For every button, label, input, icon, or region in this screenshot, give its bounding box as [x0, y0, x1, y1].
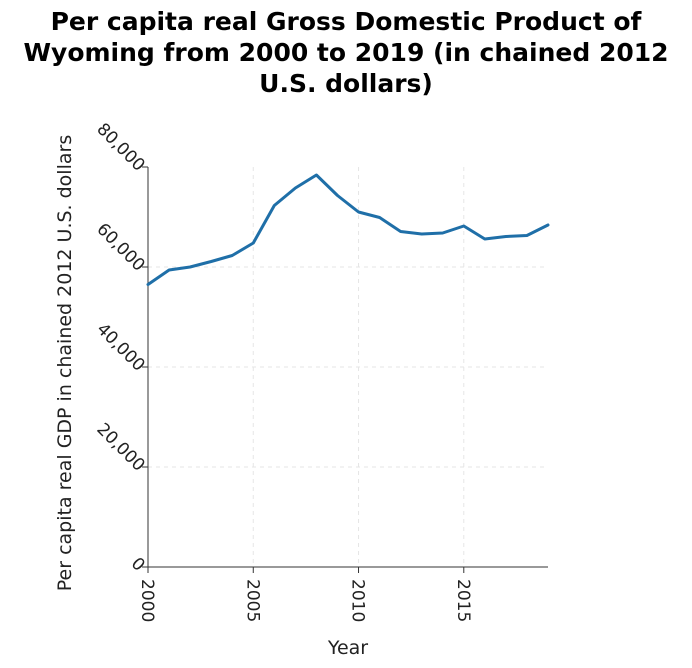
- y-tick-label: 60,000: [92, 219, 148, 275]
- y-tick-label: 80,000: [92, 119, 148, 175]
- x-tick-label: 2000: [137, 579, 157, 622]
- y-axis-title: Per capita real GDP in chained 2012 U.S.…: [54, 135, 76, 591]
- y-tick-label: 40,000: [92, 319, 148, 375]
- x-tick-label: 2015: [453, 579, 473, 622]
- y-tick-label: 0: [127, 554, 149, 576]
- x-tick-label: 2010: [348, 579, 368, 622]
- chart-title: Per capita real Gross Domestic Product o…: [23, 7, 669, 98]
- series-line: [146, 173, 550, 286]
- y-tick-label: 20,000: [92, 419, 148, 475]
- x-tick-label: 2005: [242, 579, 262, 622]
- x-axis-title: Year: [327, 637, 368, 659]
